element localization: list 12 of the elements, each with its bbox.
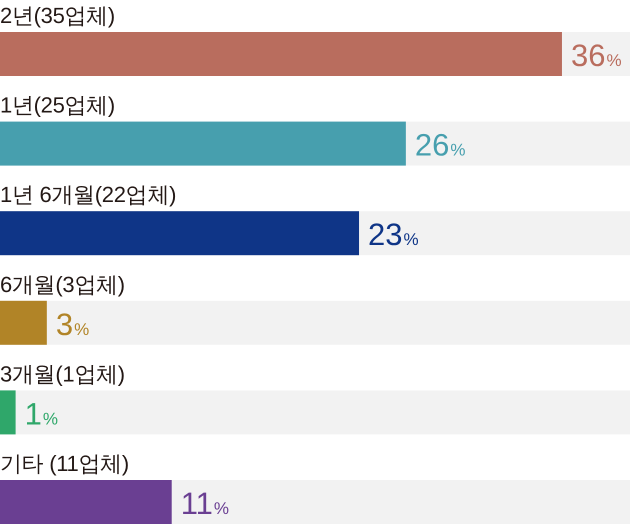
data-label: 26% (414, 128, 466, 163)
y-tick-label: 6개월(3업체) (0, 272, 125, 297)
y-tick-label: 3개월(1업체) (0, 361, 125, 386)
y-tick-label: 2년(35업체) (0, 3, 115, 28)
data-label: 36% (570, 38, 622, 73)
data-label: 11% (180, 486, 230, 521)
data-label: 1% (24, 396, 58, 432)
data-label: 23% (368, 217, 419, 252)
y-tick-label: 1년 6개월(22업체) (0, 182, 176, 208)
data-label: 3% (56, 306, 90, 342)
y-tick-label: 1년(25업체) (0, 92, 115, 118)
y-tick-label: 기타 (11업체) (0, 451, 129, 476)
